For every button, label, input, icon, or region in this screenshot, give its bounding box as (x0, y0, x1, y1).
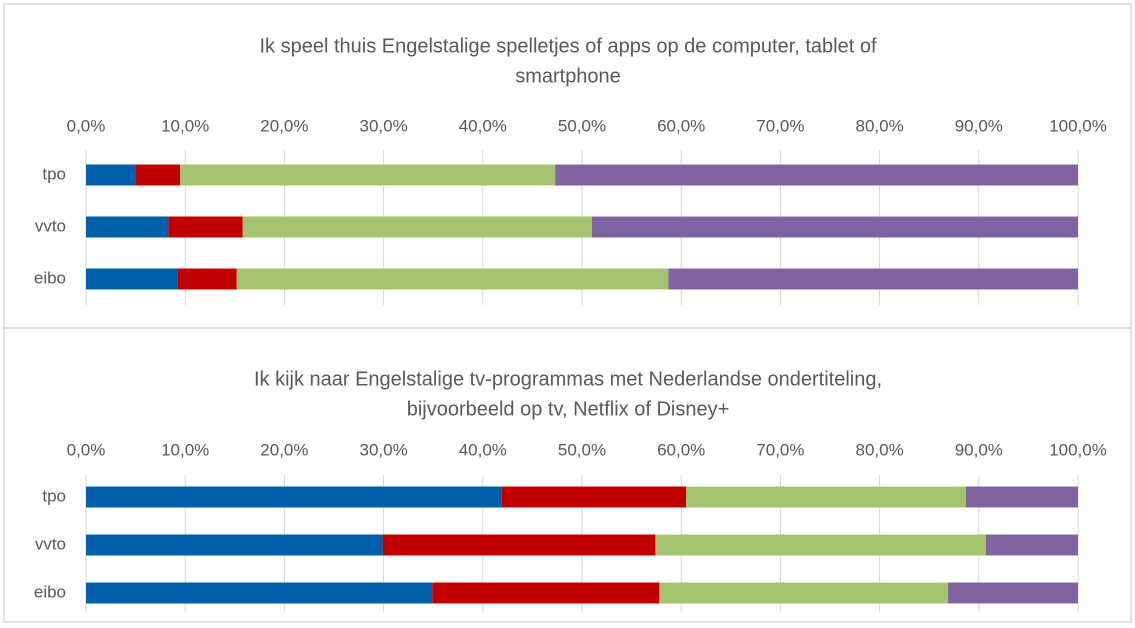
bar-segment (382, 534, 656, 556)
x-tick-label: 70,0% (756, 116, 804, 135)
bar-segment (168, 216, 243, 238)
bar-segment (86, 534, 383, 556)
x-tick-label: 10,0% (161, 116, 209, 135)
chart-title: smartphone (515, 65, 621, 87)
x-tick-label: 30,0% (359, 440, 407, 459)
x-tick-label: 40,0% (459, 116, 507, 135)
x-tick-label: 60,0% (657, 440, 705, 459)
y-tick-label: tpo (42, 486, 66, 505)
x-tick-label: 0,0% (67, 440, 106, 459)
chart-title: Ik kijk naar Engelstalige tv-programmas … (254, 368, 882, 390)
bar-segment (86, 216, 169, 238)
bar-segment (86, 486, 502, 508)
bar-segment (686, 486, 966, 508)
bar-segment (655, 534, 986, 556)
bar-segment (555, 164, 1078, 186)
bar-segment (86, 268, 178, 290)
x-tick-label: 50,0% (558, 116, 606, 135)
y-tick-label: tpo (42, 164, 66, 183)
bar-segment (236, 268, 669, 290)
x-tick-label: 100,0% (1049, 116, 1107, 135)
bar-segment (432, 582, 660, 604)
bar-segment (135, 164, 181, 186)
bar-segment (242, 216, 592, 238)
bar-segment (985, 534, 1078, 556)
chart-border (3, 327, 1132, 623)
bar-segment (668, 268, 1078, 290)
y-tick-label: eibo (34, 268, 66, 287)
x-tick-label: 100,0% (1049, 440, 1107, 459)
bar-segment (591, 216, 1078, 238)
y-tick-label: vvto (35, 534, 66, 553)
bar-segment (86, 582, 433, 604)
x-tick-label: 0,0% (67, 116, 106, 135)
x-tick-label: 40,0% (459, 440, 507, 459)
bar-segment (177, 268, 237, 290)
x-tick-label: 80,0% (855, 440, 903, 459)
x-tick-label: 20,0% (260, 440, 308, 459)
x-tick-label: 70,0% (756, 440, 804, 459)
y-tick-label: vvto (35, 216, 66, 235)
x-tick-label: 20,0% (260, 116, 308, 135)
y-tick-label: eibo (34, 582, 66, 601)
chart-title: bijvoorbeeld op tv, Netflix of Disney+ (407, 398, 730, 420)
bar-segment (948, 582, 1078, 604)
x-tick-label: 50,0% (558, 440, 606, 459)
x-tick-label: 60,0% (657, 116, 705, 135)
bar-segment (501, 486, 687, 508)
x-tick-label: 90,0% (955, 116, 1003, 135)
bar-segment (180, 164, 556, 186)
x-tick-label: 10,0% (161, 440, 209, 459)
x-tick-label: 30,0% (359, 116, 407, 135)
bar-segment (86, 164, 136, 186)
x-tick-label: 80,0% (855, 116, 903, 135)
bar-segment (965, 486, 1078, 508)
chart-title: Ik speel thuis Engelstalige spelletjes o… (259, 35, 876, 57)
bar-segment (659, 582, 949, 604)
x-tick-label: 90,0% (955, 440, 1003, 459)
